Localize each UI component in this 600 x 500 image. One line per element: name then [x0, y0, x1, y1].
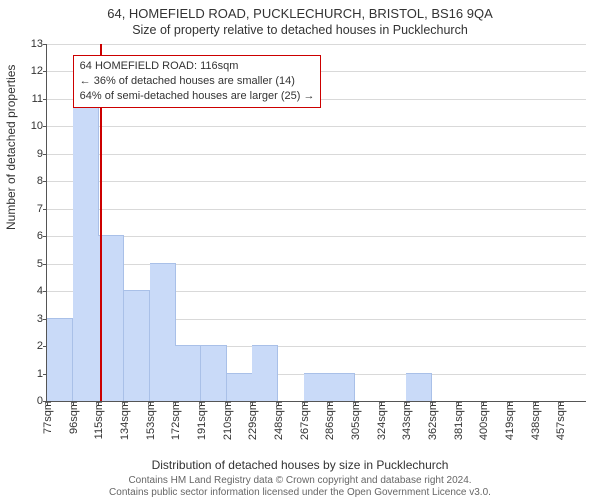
y-tick-mark [43, 291, 47, 292]
x-tick-mark [201, 401, 202, 405]
x-tick-label: 77sqm [40, 401, 54, 434]
x-tick-label: 343sqm [399, 401, 413, 440]
x-tick-mark [560, 401, 561, 405]
y-tick-mark [43, 181, 47, 182]
x-tick-label: 305sqm [348, 401, 362, 440]
gridline [47, 264, 586, 265]
attribution: Contains HM Land Registry data © Crown c… [0, 475, 600, 498]
x-tick-label: 172sqm [168, 401, 182, 440]
page-subtitle: Size of property relative to detached ho… [0, 22, 600, 40]
y-tick-mark [43, 99, 47, 100]
histogram-bar [73, 98, 99, 401]
attribution-line-2: Contains public sector information licen… [0, 487, 600, 499]
gridline [47, 236, 586, 237]
x-tick-label: 229sqm [245, 401, 259, 440]
x-tick-mark [278, 401, 279, 405]
histogram-bar [329, 373, 355, 401]
x-tick-mark [509, 401, 510, 405]
chart-plot-area: 01234567891011121377sqm96sqm115sqm134sqm… [46, 44, 586, 402]
y-tick-mark [43, 209, 47, 210]
y-tick-mark [43, 71, 47, 72]
x-tick-label: 210sqm [220, 401, 234, 440]
gridline [47, 126, 586, 127]
x-tick-mark [381, 401, 382, 405]
x-tick-label: 362sqm [425, 401, 439, 440]
x-tick-mark [458, 401, 459, 405]
histogram-bar [150, 263, 176, 401]
x-tick-mark [124, 401, 125, 405]
x-tick-label: 457sqm [553, 401, 567, 440]
histogram-bar [98, 235, 124, 401]
x-tick-label: 134sqm [117, 401, 131, 440]
x-tick-mark [98, 401, 99, 405]
x-tick-label: 248sqm [271, 401, 285, 440]
x-tick-label: 438sqm [528, 401, 542, 440]
histogram-bar [47, 318, 73, 401]
histogram-bar [175, 345, 201, 401]
callout-line-1: 64 HOMEFIELD ROAD: 116sqm [80, 59, 315, 74]
x-tick-label: 153sqm [143, 401, 157, 440]
histogram-bar [252, 345, 278, 401]
x-tick-mark [47, 401, 48, 405]
histogram-bar [227, 373, 253, 401]
x-tick-label: 419sqm [502, 401, 516, 440]
callout-line-2: ← 36% of detached houses are smaller (14… [80, 74, 315, 89]
callout-box: 64 HOMEFIELD ROAD: 116sqm← 36% of detach… [73, 55, 322, 108]
x-axis-label: Distribution of detached houses by size … [0, 458, 600, 472]
gridline [47, 154, 586, 155]
x-tick-label: 191sqm [194, 401, 208, 440]
x-tick-mark [483, 401, 484, 405]
x-tick-mark [150, 401, 151, 405]
y-tick-mark [43, 154, 47, 155]
x-tick-mark [73, 401, 74, 405]
y-tick-mark [43, 126, 47, 127]
x-tick-label: 286sqm [322, 401, 336, 440]
x-tick-label: 381sqm [451, 401, 465, 440]
x-tick-label: 324sqm [374, 401, 388, 440]
x-tick-label: 267sqm [297, 401, 311, 440]
x-tick-label: 96sqm [66, 401, 80, 434]
x-tick-mark [535, 401, 536, 405]
histogram-bar [201, 345, 227, 401]
x-tick-mark [227, 401, 228, 405]
attribution-line-1: Contains HM Land Registry data © Crown c… [0, 475, 600, 487]
x-tick-mark [252, 401, 253, 405]
histogram-bar [124, 290, 150, 401]
x-tick-label: 115sqm [91, 401, 105, 439]
histogram-bar [406, 373, 432, 401]
callout-line-3: 64% of semi-detached houses are larger (… [80, 89, 315, 104]
gridline [47, 181, 586, 182]
gridline [47, 209, 586, 210]
y-tick-mark [43, 236, 47, 237]
y-tick-mark [43, 44, 47, 45]
y-axis-label: Number of detached properties [4, 65, 18, 230]
y-tick-mark [43, 264, 47, 265]
gridline [47, 44, 586, 45]
x-tick-mark [355, 401, 356, 405]
x-tick-mark [432, 401, 433, 405]
x-tick-label: 400sqm [476, 401, 490, 440]
x-tick-mark [329, 401, 330, 405]
page-title: 64, HOMEFIELD ROAD, PUCKLECHURCH, BRISTO… [0, 0, 600, 22]
x-tick-mark [304, 401, 305, 405]
x-tick-mark [406, 401, 407, 405]
x-tick-mark [175, 401, 176, 405]
histogram-bar [304, 373, 330, 401]
